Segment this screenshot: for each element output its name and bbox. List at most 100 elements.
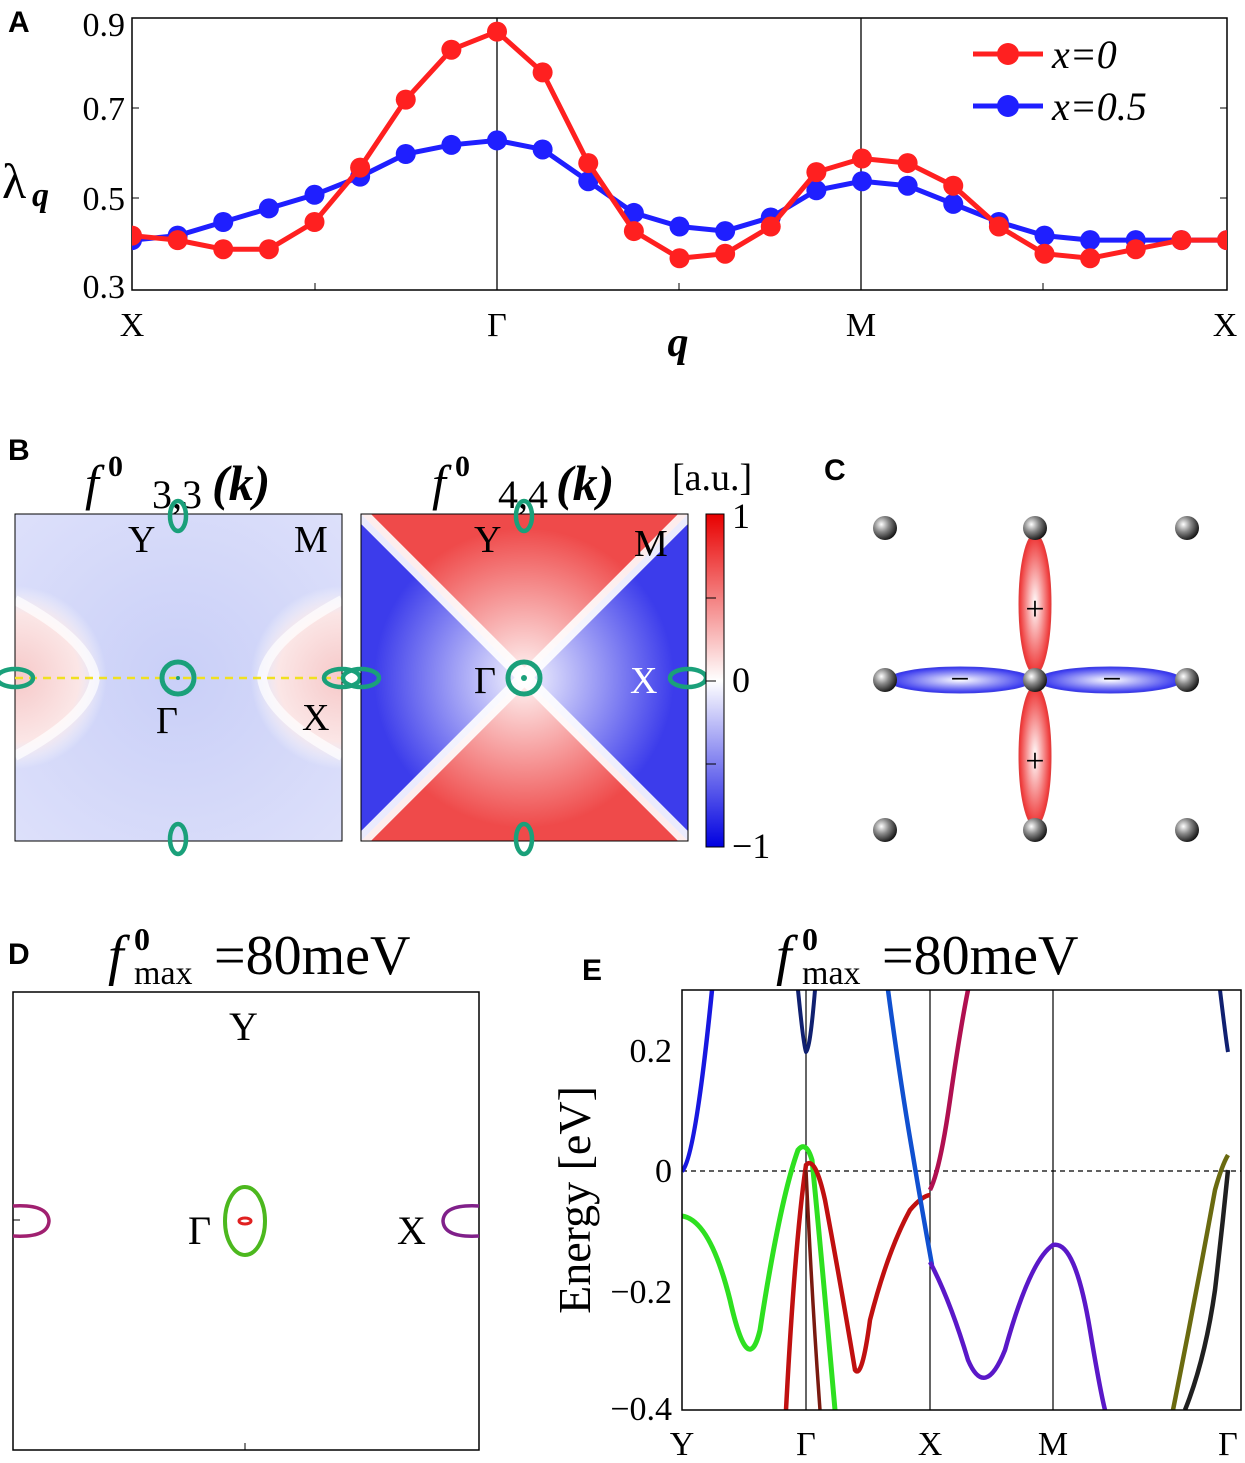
title-arg: (k): [556, 455, 614, 511]
label-x: X: [397, 1208, 426, 1253]
ytick: −0.4: [610, 1391, 672, 1428]
panel-e: E f 0 max =80meV Energy [eV] 0.2 0 −0.2 …: [549, 921, 1242, 1463]
fs-pocket-x-left: [12, 1204, 51, 1238]
legend-label-x05: x=0.5: [1051, 84, 1147, 129]
label-y: Y: [229, 1004, 258, 1049]
atom: [1023, 516, 1047, 540]
label-x: X: [302, 697, 329, 739]
fs-pocket-x-right: [441, 1204, 480, 1238]
data-point: [943, 175, 964, 196]
sign-down: +: [1025, 743, 1044, 780]
title-sup: 0: [134, 921, 150, 957]
panel-a-yticks: 0.9 0.7 0.5 0.3: [83, 7, 1227, 306]
fs-pocket-y: [167, 821, 189, 857]
title-arg: (k): [212, 455, 270, 511]
panel-b-title-left: f 0 3,3 (k): [85, 450, 270, 517]
fs-pocket-y: [513, 498, 535, 534]
colorbar-unit: [a.u.]: [672, 457, 752, 499]
data-point: [715, 221, 736, 242]
data-point: [258, 198, 279, 219]
ytick: 0.2: [630, 1033, 673, 1070]
data-point: [897, 175, 918, 196]
title-rest: =80meV: [214, 925, 410, 987]
lattice-atoms: [873, 516, 1199, 842]
fs-pocket-x: [321, 666, 363, 690]
title-sub: 3,3: [152, 472, 202, 517]
atom: [1175, 818, 1199, 842]
atom: [873, 668, 897, 692]
legend-marker-x0: [997, 43, 1019, 65]
ytick: 0.3: [83, 269, 126, 306]
data-point: [623, 202, 644, 223]
title-f: f: [85, 455, 105, 511]
data-point: [304, 184, 325, 205]
panel-e-title: f 0 max =80meV: [776, 921, 1078, 992]
band: [1182, 1169, 1231, 1410]
colorbar-tick: 1: [732, 496, 750, 536]
data-point: [258, 239, 279, 260]
title-f: f: [432, 455, 452, 511]
label-gamma: Γ: [188, 1208, 211, 1253]
band: [1170, 1153, 1230, 1410]
fs-pocket-y: [513, 821, 535, 857]
label-y: Y: [474, 519, 501, 561]
label-m: M: [294, 519, 328, 561]
panel-e-xticks: Y Γ X M Γ: [670, 1426, 1238, 1463]
ytick: 0.7: [83, 91, 126, 128]
data-point: [1080, 248, 1101, 269]
panel-a-legend: x=0 x=0.5: [973, 32, 1147, 129]
label-m: M: [634, 523, 668, 565]
panel-a-ylabel-sub: q: [32, 177, 49, 214]
data-point: [806, 162, 827, 183]
data-point: [852, 171, 872, 192]
xtick: X: [1213, 307, 1238, 344]
fs-pocket-x: [0, 666, 36, 690]
band: [885, 990, 935, 1266]
ytick: 0.9: [83, 7, 126, 44]
title-f: f: [108, 925, 131, 987]
atom: [1023, 818, 1047, 842]
data-point: [760, 216, 781, 237]
data-point: [132, 225, 142, 246]
panel-a-xticks: X Γ M X: [120, 283, 1238, 344]
panel-b: B f 0 3,3 (k) f 0 4,4 (k) [a.u.]: [0, 434, 770, 866]
title-sup: 0: [455, 450, 470, 483]
ytick: 0.5: [83, 181, 126, 218]
fs-pocket-gamma: [505, 659, 543, 697]
xtick: Γ: [1218, 1426, 1238, 1463]
data-point: [350, 157, 371, 178]
colorbar: 1 0 −1: [705, 496, 770, 866]
band: [783, 1161, 931, 1410]
map-f33: Y M Γ X: [0, 498, 363, 857]
panel-a-plot: [132, 21, 1227, 269]
ytick: −0.2: [610, 1274, 672, 1311]
xtick: M: [1038, 1426, 1068, 1463]
sign-up: +: [1025, 591, 1044, 628]
label-gamma: Γ: [474, 660, 496, 702]
xtick: Γ: [487, 307, 507, 344]
data-point: [669, 216, 690, 237]
data-point: [578, 153, 599, 174]
fs-pocket-x: [340, 666, 382, 690]
band: [682, 1144, 838, 1410]
band: [796, 990, 817, 1055]
panel-letter-e: E: [582, 954, 602, 987]
xtick: Y: [670, 1426, 695, 1463]
title-sup: 0: [108, 450, 123, 483]
panel-e-yticks: 0.2 0 −0.2 −0.4: [610, 1033, 672, 1428]
panel-letter-c: C: [824, 454, 846, 487]
panel-a-xlabel: q: [668, 320, 689, 366]
panel-e-frame: [681, 989, 1242, 1411]
xtick: M: [846, 307, 876, 344]
data-point: [532, 62, 553, 83]
data-point: [578, 171, 599, 192]
label-x: X: [630, 660, 657, 702]
atom: [1023, 668, 1047, 692]
label-gamma: Γ: [156, 700, 178, 742]
band: [927, 990, 971, 1192]
colorbar-tick: −1: [732, 826, 770, 866]
data-point: [441, 134, 462, 155]
legend-marker-x05: [997, 95, 1019, 117]
title-sub: max: [134, 955, 193, 992]
